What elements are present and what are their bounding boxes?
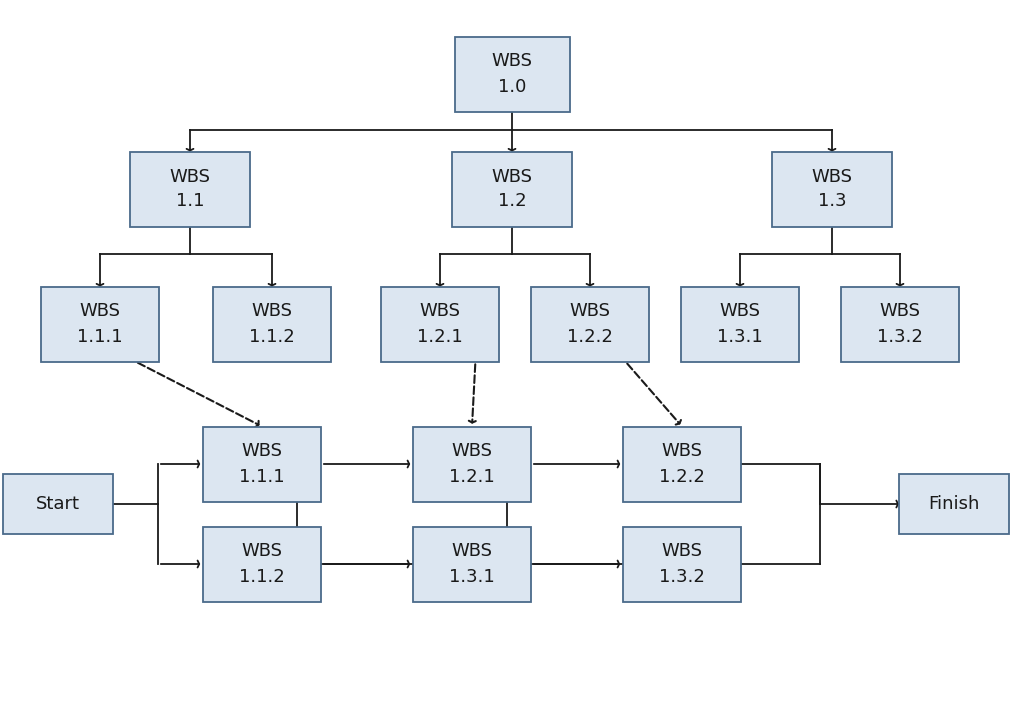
FancyBboxPatch shape xyxy=(413,426,531,501)
Text: WBS
1.1.1: WBS 1.1.1 xyxy=(240,442,285,485)
Text: WBS
1.1.2: WBS 1.1.2 xyxy=(249,303,295,346)
Text: WBS
1.3: WBS 1.3 xyxy=(811,168,853,211)
FancyBboxPatch shape xyxy=(623,426,741,501)
FancyBboxPatch shape xyxy=(413,526,531,602)
Text: WBS
1.2.1: WBS 1.2.1 xyxy=(450,442,495,485)
Text: WBS
1.2.1: WBS 1.2.1 xyxy=(417,303,463,346)
Text: WBS
1.2.2: WBS 1.2.2 xyxy=(567,303,613,346)
FancyBboxPatch shape xyxy=(531,286,649,362)
FancyBboxPatch shape xyxy=(681,286,799,362)
FancyBboxPatch shape xyxy=(899,474,1009,534)
FancyBboxPatch shape xyxy=(381,286,499,362)
Text: WBS
1.3.1: WBS 1.3.1 xyxy=(450,543,495,585)
Text: WBS
1.2.2: WBS 1.2.2 xyxy=(659,442,705,485)
Text: WBS
1.0: WBS 1.0 xyxy=(492,52,532,96)
FancyBboxPatch shape xyxy=(41,286,159,362)
Text: WBS
1.1.2: WBS 1.1.2 xyxy=(240,543,285,585)
FancyBboxPatch shape xyxy=(203,426,321,501)
FancyBboxPatch shape xyxy=(203,526,321,602)
FancyBboxPatch shape xyxy=(772,152,892,226)
Text: WBS
1.2: WBS 1.2 xyxy=(492,168,532,211)
FancyBboxPatch shape xyxy=(841,286,959,362)
Text: WBS
1.1: WBS 1.1 xyxy=(170,168,211,211)
Text: WBS
1.3.2: WBS 1.3.2 xyxy=(659,543,705,585)
Text: Start: Start xyxy=(36,495,80,513)
FancyBboxPatch shape xyxy=(3,474,113,534)
FancyBboxPatch shape xyxy=(130,152,250,226)
Text: Finish: Finish xyxy=(929,495,980,513)
FancyBboxPatch shape xyxy=(455,37,569,111)
Text: WBS
1.3.1: WBS 1.3.1 xyxy=(717,303,763,346)
FancyBboxPatch shape xyxy=(213,286,331,362)
Text: WBS
1.3.2: WBS 1.3.2 xyxy=(878,303,923,346)
FancyBboxPatch shape xyxy=(452,152,572,226)
FancyBboxPatch shape xyxy=(623,526,741,602)
Text: WBS
1.1.1: WBS 1.1.1 xyxy=(77,303,123,346)
